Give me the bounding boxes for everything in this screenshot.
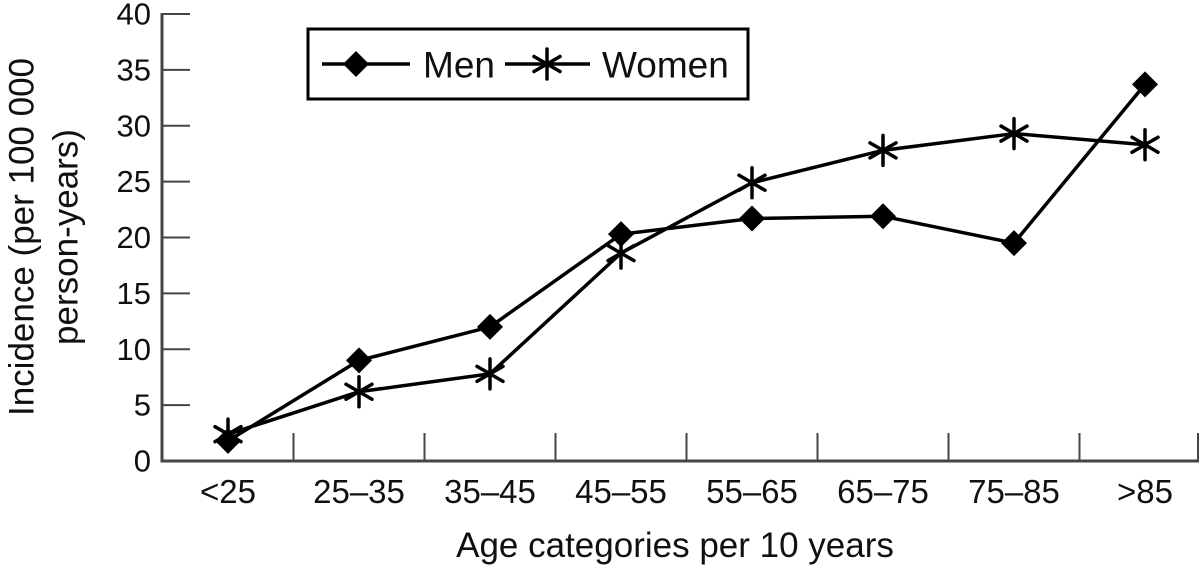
diamond-marker-icon — [870, 203, 896, 230]
asterisk-marker-icon — [737, 165, 767, 200]
x-axis-title: Age categories per 10 years — [456, 526, 894, 565]
series-line-men — [227, 83, 1147, 443]
asterisk-marker-icon — [1130, 127, 1160, 162]
asterisk-marker-icon — [213, 417, 243, 451]
x-category-label: <25 — [200, 473, 256, 510]
asterisk-marker-icon — [475, 357, 505, 391]
x-category-label: >85 — [1117, 473, 1173, 510]
diamond-marker-icon — [346, 347, 372, 374]
y-tick-label: 30 — [117, 108, 151, 143]
diamond-marker-icon — [1001, 230, 1027, 257]
x-category-label: 35–45 — [444, 473, 536, 510]
x-category-label: 25–35 — [313, 473, 405, 510]
y-tick-label: 20 — [117, 220, 151, 255]
asterisk-arm — [344, 382, 374, 401]
asterisk-arm — [999, 124, 1029, 143]
legend-asterisk-marker-icon — [532, 47, 562, 81]
asterisk-arm — [475, 364, 505, 384]
x-category-label: 55–65 — [706, 473, 798, 510]
asterisk-marker-icon — [344, 374, 374, 409]
legend-men-label: Men — [423, 45, 495, 86]
diamond-marker-icon — [608, 221, 634, 248]
series-line-women — [227, 131, 1146, 436]
asterisk-marker-icon — [999, 116, 1029, 151]
asterisk-arm — [1130, 135, 1160, 154]
x-category-label: 75–85 — [968, 473, 1060, 510]
y-axis-title-line2: person-years) — [47, 129, 86, 345]
legend-diamond-marker-icon — [343, 51, 369, 77]
y-tick-label: 0 — [134, 444, 151, 479]
y-axis-title-line1: Incidence (per 100 000 — [3, 58, 42, 416]
diamond-marker-icon — [1132, 71, 1158, 98]
diamond-marker-icon — [739, 205, 765, 232]
asterisk-arm — [213, 424, 243, 444]
y-tick-label: 10 — [117, 332, 151, 367]
y-tick-label: 40 — [117, 0, 151, 32]
legend: Men Women — [306, 27, 750, 101]
y-tick-label: 15 — [117, 276, 151, 311]
asterisk-marker-icon — [868, 133, 898, 168]
y-tick-label: 5 — [134, 388, 151, 423]
asterisk-arm — [868, 141, 898, 160]
y-tick-label: 25 — [117, 164, 151, 199]
asterisk-arm — [532, 54, 562, 74]
x-category-label: 65–75 — [837, 473, 929, 510]
x-category-label: 45–55 — [575, 473, 667, 510]
legend-women-label: Women — [602, 45, 729, 86]
asterisk-arm — [606, 243, 636, 263]
asterisk-arm — [737, 173, 767, 192]
y-tick-label: 35 — [117, 52, 151, 87]
asterisk-marker-icon — [606, 236, 636, 270]
diamond-marker-icon — [477, 313, 503, 340]
